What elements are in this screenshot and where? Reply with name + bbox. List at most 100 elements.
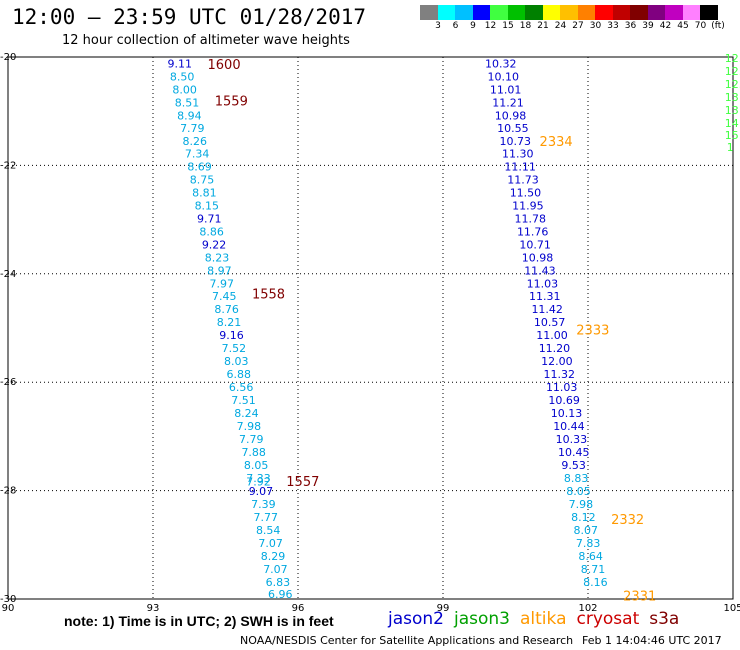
legend-label: 21 [537,21,549,31]
footer-credit: NOAA/NESDIS Center for Satellite Applica… [240,634,574,647]
latitude-tick-label: -24 [0,269,16,280]
color-scale-labels: 3 6 9 12 15 18 21 24 27 30 33 36 39 42 45 70 (ft) [420,21,740,33]
wave-height-value: 11.73 [507,173,539,186]
wave-height-value: 10.69 [548,394,580,407]
wave-height-value: 10.10 [487,71,519,84]
legend-label: (ft) [711,21,725,31]
wave-height-value: 8.07 [574,524,599,537]
pass-time-label: 2333 [576,324,609,339]
wave-height-value: 7.98 [237,420,262,433]
pass-time-label: 1559 [215,94,248,109]
wave-height-value: 8.54 [256,524,281,537]
page-subtitle: 12 hour collection of altimeter wave hei… [62,33,350,48]
wave-height-value: 7.79 [180,122,205,135]
wave-height-value: 8.97 [207,265,232,278]
wave-height-value: 8.16 [583,576,608,589]
track-left: 9.118.508.008.518.947.798.267.348.698.75… [168,58,320,602]
satellite-tracks: 9.118.508.008.518.947.798.267.348.698.75… [168,52,740,605]
wave-height-value: 8.24 [234,407,259,420]
wave-height-value: 9.11 [168,58,193,71]
wave-height-value: 6.96 [268,588,293,601]
wave-height-value: 11.31 [529,290,561,303]
wave-height-value: 11.42 [531,303,563,316]
wave-height-value: 7.45 [212,290,237,303]
legend-swatch [647,5,665,20]
longitude-tick-label: 99 [437,603,450,614]
wave-height-value: 10.32 [485,58,517,71]
longitude-tick-label: 90 [2,603,15,614]
satellite-jason2: jason2 [388,609,444,629]
wave-height-value: 8.05 [566,485,591,498]
wave-height-value: 6.88 [226,368,251,381]
wave-height-value: 7.34 [185,147,210,160]
latitude-tick-label: -20 [0,52,16,63]
pass-time-label: 2334 [540,135,573,150]
legend-swatch [437,5,455,20]
wave-height-value: 9.07 [249,485,274,498]
wave-height-value: 12. [725,52,740,65]
wave-height-value: 8.50 [170,71,195,84]
legend-label: 18 [519,21,532,31]
legend-label: 30 [589,21,602,31]
wave-height-value: 7.52 [222,342,247,355]
wave-height-value: 11.01 [490,84,521,97]
legend-label: 9 [470,21,476,31]
wave-height-value: 8.29 [261,550,286,563]
wave-height-value: 6.83 [266,576,291,589]
longitude-tick-label: 102 [578,603,597,614]
legend-swatch [700,5,718,20]
legend-label: 70 [694,21,707,31]
satellite-s3a: s3a [649,609,680,629]
latitude-tick-label: -22 [0,160,16,171]
legend-label: 12 [484,21,497,31]
map-frame [7,56,734,600]
wave-height-value: 8.23 [205,252,230,265]
wave-height-value: 7.98 [569,498,594,511]
legend-label: 15 [502,21,514,31]
satellite-legend: jason2 jason3 altika cryosat s3a [388,609,689,629]
legend-label: 3 [435,21,441,31]
legend-swatch [420,5,438,20]
legend-swatch [490,5,508,20]
wave-height-value: 8.75 [190,173,215,186]
legend-label: 42 [659,21,672,31]
legend-swatch [455,5,473,20]
legend-label: 36 [624,21,637,31]
wave-height-value: 7.39 [251,498,276,511]
wave-height-value: 8.05 [244,459,269,472]
wave-height-value: 8.64 [578,550,603,563]
wave-height-value: 7.07 [263,563,288,576]
legend-swatch [665,5,683,20]
legend-label: 6 [452,21,459,31]
satellite-jason3: jason3 [454,609,510,629]
wave-height-value: 13 [725,91,739,104]
wave-height-value: 7.92 [246,475,270,488]
color-scale-legend [420,5,718,20]
wave-height-value: 8.71 [581,563,606,576]
legend-swatch [577,5,595,20]
wave-height-value: 12.00 [541,355,573,368]
pass-time-label: 2332 [611,513,644,528]
footer-note: note: 1) Time is in UTC; 2) SWH is in fe… [64,613,334,629]
wave-height-value: 11.20 [539,342,571,355]
wave-height-value: 1 [727,141,734,154]
wave-height-value: 10.13 [551,407,583,420]
wave-height-value: 9.16 [219,329,244,342]
satellite-altika: altika [520,609,567,629]
latitude-tick-label: -30 [0,594,16,605]
legend-swatch [507,5,525,20]
wave-height-value: 11.30 [502,147,534,160]
wave-height-value: 6.56 [229,381,254,394]
legend-swatch [612,5,630,20]
pass-time-label: 1558 [252,287,285,302]
axis-tick-labels: 90 93 96 99 102 105 -20 -22 -24 -26 -28 -30 [0,52,740,614]
wave-height-value: 10.44 [553,420,585,433]
wave-height-value: 10.57 [534,316,566,329]
legend-swatch [595,5,613,20]
wave-height-value: 11.00 [536,329,568,342]
map-grid [7,56,734,600]
wave-height-value: 8.26 [182,135,207,148]
wave-height-value: 10.45 [558,446,590,459]
wave-height-value: 10.73 [500,135,532,148]
